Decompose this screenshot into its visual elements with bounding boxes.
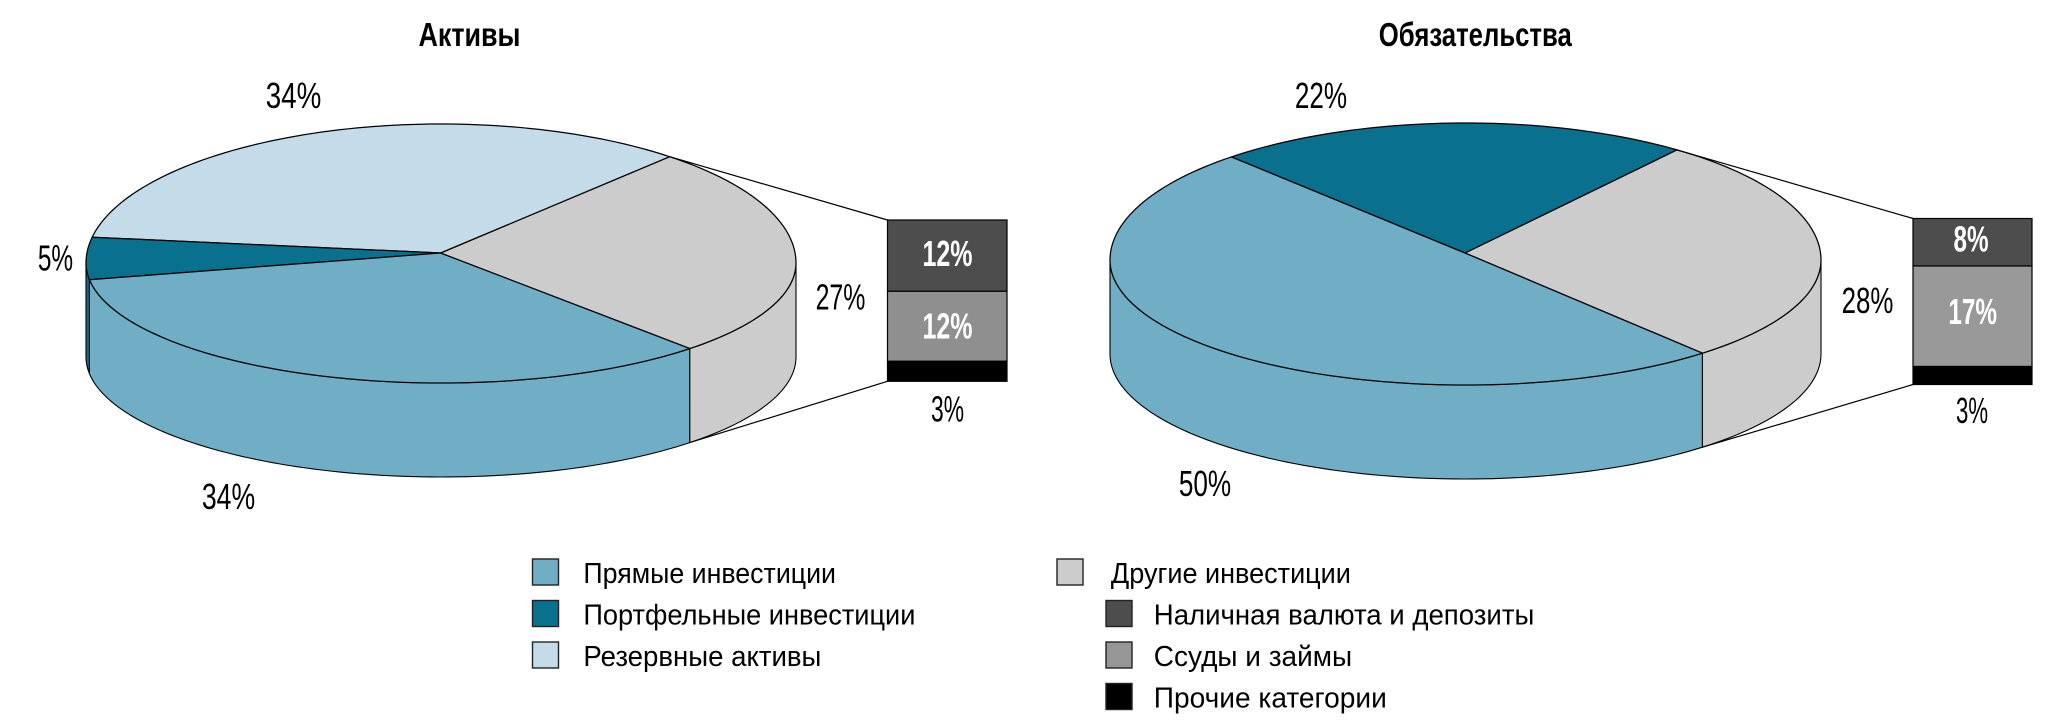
svg-text:3%: 3% bbox=[1956, 390, 1988, 431]
svg-text:5%: 5% bbox=[38, 238, 73, 279]
svg-text:22%: 22% bbox=[1295, 75, 1347, 116]
svg-text:17%: 17% bbox=[1948, 291, 1997, 332]
svg-text:50%: 50% bbox=[1179, 463, 1231, 504]
svg-text:Наличная валюта и депозиты: Наличная валюта и депозиты bbox=[1154, 600, 1535, 632]
svg-text:3%: 3% bbox=[931, 389, 964, 430]
svg-text:Другие инвестиции: Другие инвестиции bbox=[1111, 558, 1351, 590]
svg-text:Прямые инвестиции: Прямые инвестиции bbox=[583, 558, 836, 590]
svg-text:Ссуды и займы: Ссуды и займы bbox=[1154, 641, 1352, 673]
svg-text:12%: 12% bbox=[923, 306, 973, 347]
svg-text:Резервные активы: Резервные активы bbox=[583, 641, 821, 673]
svg-text:34%: 34% bbox=[266, 75, 322, 116]
svg-text:12%: 12% bbox=[923, 233, 973, 274]
svg-text:8%: 8% bbox=[1954, 219, 1989, 260]
svg-text:27%: 27% bbox=[816, 277, 866, 318]
svg-text:Прочие категории: Прочие категории bbox=[1154, 683, 1387, 715]
svg-text:34%: 34% bbox=[202, 476, 255, 517]
svg-text:Активы: Активы bbox=[419, 17, 521, 54]
svg-text:Портфельные инвестиции: Портфельные инвестиции bbox=[583, 600, 915, 632]
svg-text:28%: 28% bbox=[1842, 280, 1894, 321]
svg-text:Обязательства: Обязательства bbox=[1379, 17, 1572, 54]
